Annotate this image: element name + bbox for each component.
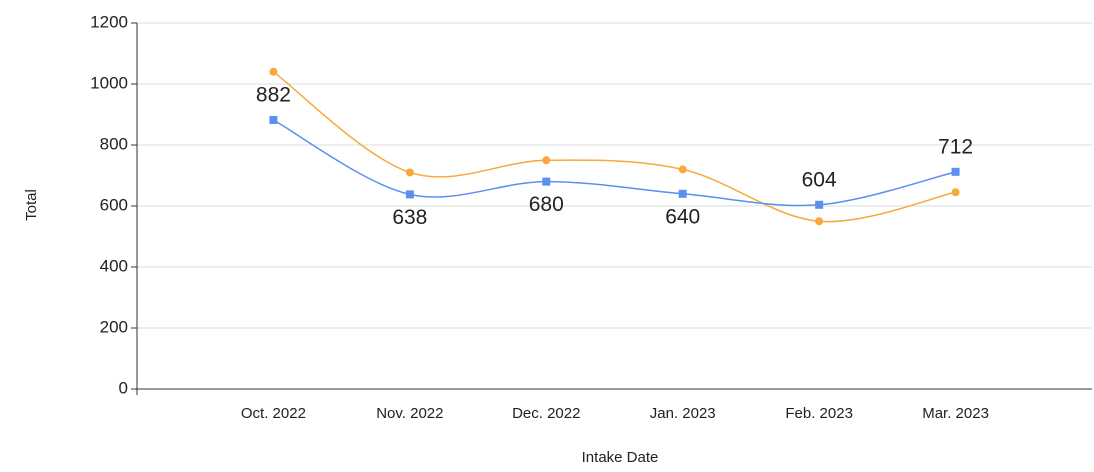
y-tick-label: 0 xyxy=(119,378,128,397)
marker xyxy=(678,165,687,174)
marker xyxy=(815,200,824,209)
y-tick-label: 600 xyxy=(100,195,128,214)
data-label: 640 xyxy=(665,205,700,228)
marker xyxy=(405,168,414,177)
data-label: 882 xyxy=(256,84,291,107)
x-tick-label: Oct. 2022 xyxy=(241,405,306,422)
data-label: 712 xyxy=(938,135,973,158)
x-tick-label: Nov. 2022 xyxy=(376,405,443,422)
data-label: 638 xyxy=(392,206,427,229)
x-tick-label: Feb. 2023 xyxy=(785,405,853,422)
series-line xyxy=(272,71,956,223)
marker xyxy=(542,156,551,165)
marker xyxy=(678,189,687,198)
x-axis-label: Intake Date xyxy=(582,449,659,466)
data-label: 680 xyxy=(529,193,564,216)
y-tick-label: 400 xyxy=(100,256,128,275)
y-tick-label: 1200 xyxy=(90,12,128,31)
x-tick-label: Jan. 2023 xyxy=(650,405,716,422)
x-tick-label: Dec. 2022 xyxy=(512,405,580,422)
y-tick-label: 1000 xyxy=(90,73,128,92)
marker xyxy=(269,115,278,124)
marker xyxy=(951,167,960,176)
y-tick-label: 200 xyxy=(100,317,128,336)
data-label: 604 xyxy=(802,168,837,191)
marker xyxy=(815,217,824,226)
marker xyxy=(951,188,960,197)
marker xyxy=(542,177,551,186)
series-line xyxy=(273,119,956,207)
x-tick-label: Mar. 2023 xyxy=(922,405,989,422)
y-tick-label: 800 xyxy=(100,134,128,153)
marker xyxy=(405,190,414,199)
y-axis-label: Total xyxy=(23,189,40,221)
marker xyxy=(269,67,278,76)
